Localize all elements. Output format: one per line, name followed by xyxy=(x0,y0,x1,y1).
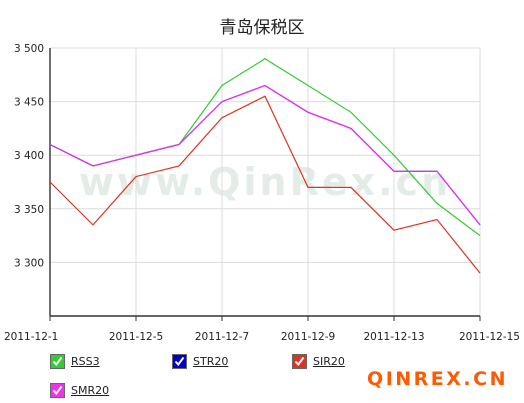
check-icon[interactable] xyxy=(292,354,307,369)
legend-label: STR20 xyxy=(193,355,229,368)
chart-title: 青岛保税区 xyxy=(220,18,305,38)
y-tick-label: 3 450 xyxy=(14,97,44,109)
series-lines xyxy=(49,57,481,274)
x-tick-label: 2011-12-9 xyxy=(281,331,335,343)
check-icon[interactable] xyxy=(50,354,65,369)
series-line-sir20 xyxy=(49,95,481,274)
x-tick-label: 2011-12-15 xyxy=(459,331,520,343)
y-tick-label: 3 400 xyxy=(14,150,44,162)
legend-item-rss3[interactable]: RSS3 xyxy=(50,354,100,369)
legend-label: SIR20 xyxy=(313,355,345,368)
y-tick-label: 3 300 xyxy=(14,257,44,269)
tick-labels: 3 500 3 450 3 400 3 350 3 300 2011-12-1 2011-1… xyxy=(4,43,520,343)
check-icon[interactable] xyxy=(172,354,187,369)
brand-logo: QINREX.CN xyxy=(367,368,508,390)
legend-label: RSS3 xyxy=(71,355,100,368)
x-tick-label: 2011-12-5 xyxy=(109,331,163,343)
y-tick-label: 3 350 xyxy=(14,204,44,216)
check-icon[interactable] xyxy=(50,383,65,398)
legend-label: SMR20 xyxy=(71,384,110,397)
x-tick-label: 2011-12-1 xyxy=(4,331,58,343)
legend-item-smr20[interactable]: SMR20 xyxy=(50,383,109,398)
x-tick-label: 2011-12-13 xyxy=(363,331,424,343)
series-line-smr20 xyxy=(49,84,481,226)
legend-item-str20[interactable]: STR20 xyxy=(172,354,228,369)
watermark: www.QinRex.cn xyxy=(79,160,451,204)
legend-item-sir20[interactable]: SIR20 xyxy=(292,354,345,369)
y-tick-label: 3 500 xyxy=(14,43,44,55)
x-tick-label: 2011-12-7 xyxy=(195,331,249,343)
